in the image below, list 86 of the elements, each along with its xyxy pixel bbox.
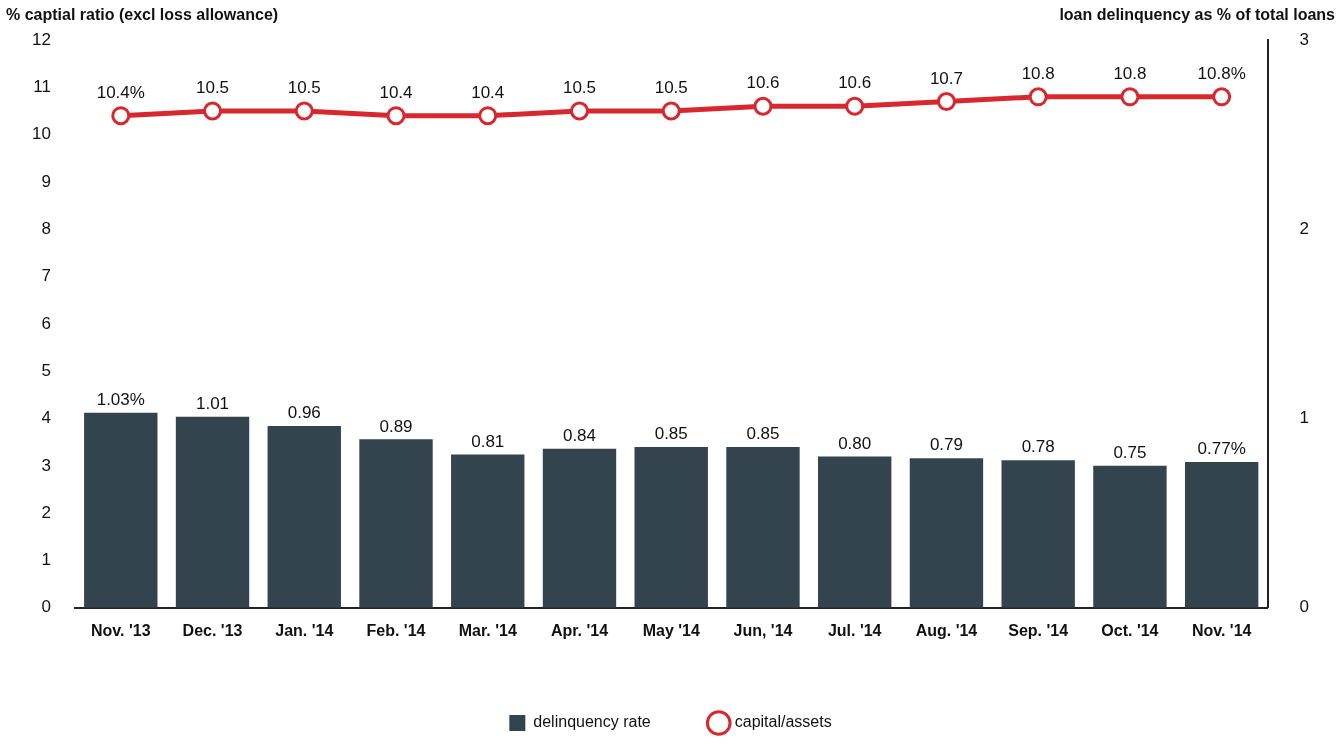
x-tick-label: Mar. '14 xyxy=(458,621,517,639)
point xyxy=(203,101,223,121)
bar xyxy=(451,454,525,608)
data-label: 10.8 xyxy=(1113,63,1147,83)
bar xyxy=(726,446,800,608)
data-label: 0.81 xyxy=(471,431,505,451)
point xyxy=(478,106,498,126)
bar xyxy=(542,448,617,608)
data-label: 10.5 xyxy=(195,78,230,98)
data-label: 0.78 xyxy=(1021,437,1055,457)
bar xyxy=(84,412,158,608)
x-tick-label: Dec. '13 xyxy=(182,621,243,639)
data-label: 10.8% xyxy=(1197,63,1246,83)
y-tick-label: 11 xyxy=(33,77,51,96)
legend-label: capital/assets xyxy=(734,713,832,731)
y-tick-label: 2 xyxy=(41,502,51,522)
y-tick-label: 12 xyxy=(31,29,51,49)
point xyxy=(569,101,589,121)
point xyxy=(845,96,865,116)
y-tick-label: 5 xyxy=(41,360,51,380)
y-tick-label: 8 xyxy=(41,218,51,238)
data-label: 10.4% xyxy=(96,82,145,102)
point xyxy=(1120,87,1140,107)
data-label: 10.6 xyxy=(838,73,872,93)
y2-tick-label: 0 xyxy=(1299,597,1310,617)
y-tick-label: 6 xyxy=(41,313,51,333)
bar xyxy=(1001,460,1075,608)
point xyxy=(294,101,314,121)
legend-label: delinquency rate xyxy=(533,713,651,731)
bar xyxy=(909,458,984,608)
data-label: 1.01 xyxy=(195,393,230,413)
bar xyxy=(175,416,250,608)
point xyxy=(111,106,131,126)
y-tick-label: 3 xyxy=(41,455,51,475)
y-tick-label: 7 xyxy=(41,266,51,286)
x-tick-label: Apr. '14 xyxy=(550,621,609,639)
bar xyxy=(1093,465,1167,608)
bar xyxy=(267,426,341,608)
x-tick-label: Nov. '14 xyxy=(1191,621,1252,639)
data-label: 10.5 xyxy=(287,78,321,98)
y2-tick-label: 3 xyxy=(1299,29,1310,49)
y-tick-label: 9 xyxy=(41,171,51,191)
bar xyxy=(359,439,433,608)
data-label: 10.6 xyxy=(746,73,780,93)
data-label: 0.80 xyxy=(838,433,872,453)
x-tick-label: Sep. '14 xyxy=(1008,621,1069,639)
data-label: 10.4 xyxy=(471,82,505,102)
x-tick-label: Feb. '14 xyxy=(366,621,426,639)
x-tick-label: May '14 xyxy=(642,621,700,639)
data-label: 10.5 xyxy=(654,78,688,98)
y-tick-label: 1 xyxy=(41,550,51,570)
data-label: 10.5 xyxy=(562,78,597,98)
point xyxy=(1028,87,1048,107)
y-tick-label: 4 xyxy=(41,408,51,428)
data-label: 1.03% xyxy=(96,390,145,410)
point xyxy=(661,101,681,121)
bar xyxy=(634,446,708,608)
x-tick-label: Jun, '14 xyxy=(733,621,793,639)
y-axis-title: % captial ratio (excl loss allowance) xyxy=(6,6,279,24)
x-tick-label: Oct. '14 xyxy=(1101,621,1159,639)
point xyxy=(936,92,956,112)
y2-tick-label: 2 xyxy=(1299,218,1310,238)
x-tick-label: Nov. '13 xyxy=(91,621,151,639)
y-tick-label: 0 xyxy=(41,597,51,617)
data-label: 0.96 xyxy=(287,403,321,423)
point xyxy=(753,96,773,116)
point xyxy=(1212,87,1232,107)
data-label: 0.77% xyxy=(1197,439,1246,459)
bar xyxy=(1184,462,1259,608)
x-tick-label: Jul. '14 xyxy=(827,621,882,639)
data-label: 0.79 xyxy=(929,435,963,455)
point xyxy=(386,106,406,126)
data-label: 0.75 xyxy=(1113,443,1147,463)
data-label: 0.85 xyxy=(654,424,688,444)
y-tick-label: 10 xyxy=(31,124,51,144)
x-tick-label: Jan. '14 xyxy=(275,621,334,639)
data-label: 10.4 xyxy=(379,82,413,102)
y2-tick-label: 1 xyxy=(1299,408,1310,428)
data-label: 0.89 xyxy=(379,416,413,436)
data-label: 10.8 xyxy=(1021,63,1055,83)
data-label: 10.7 xyxy=(929,68,963,88)
x-tick-label: Aug. '14 xyxy=(915,621,978,639)
data-label: 0.85 xyxy=(746,424,780,444)
bar xyxy=(818,456,892,608)
y2-axis-title: loan delinquency as % of total loans xyxy=(1059,6,1336,24)
data-label: 0.84 xyxy=(562,426,597,445)
